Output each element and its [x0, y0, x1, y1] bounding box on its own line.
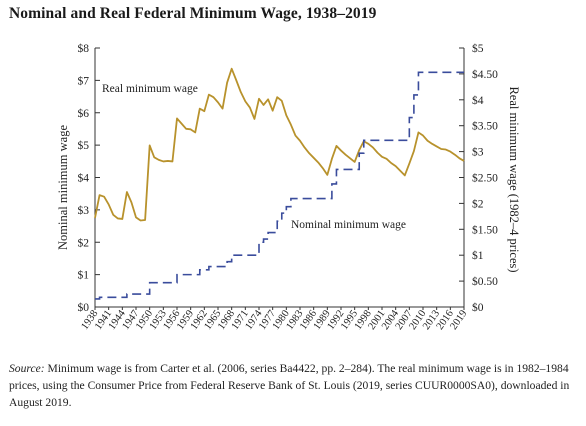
source-label: Source: [9, 362, 45, 375]
right-tick-label: $3 [472, 146, 484, 159]
right-tick-label: $1.50 [472, 223, 498, 236]
right-tick-label: $0.50 [472, 275, 498, 288]
left-tick-label: $8 [78, 42, 90, 55]
left-tick-label: $7 [78, 74, 90, 87]
source-text: Minimum wage is from Carter et al. (2006… [9, 362, 570, 409]
source-note: Source: Minimum wage is from Carter et a… [9, 360, 577, 411]
left-tick-label: $0 [78, 301, 90, 314]
real-wage-line [94, 67, 465, 222]
right-tick-label: $2 [472, 197, 484, 210]
left-axis-title: Nominal minimum wage [56, 125, 70, 250]
nominal-wage-annotation: Nominal minimum wage [291, 219, 406, 231]
left-tick-label: $2 [78, 236, 90, 249]
left-tick-label: $6 [78, 107, 90, 120]
dual-axis-line-chart: $0 $1 $2 $3 $4 $5 $6 $7 $8 $0 $0.50 $1 $1.50 $2 $2.50 $… [56, 42, 521, 332]
right-tick-label: $5 [472, 42, 484, 55]
right-tick-label: $4 [472, 94, 484, 107]
nominal-wage-line [95, 71, 464, 300]
right-axis-title: Real minimum wage (1982–4 prices) [507, 86, 521, 272]
right-tick-label: $3.50 [472, 120, 498, 133]
right-tick-label: $2.50 [472, 172, 498, 185]
right-tick-label: $4.50 [472, 68, 498, 81]
real-wage-annotation: Real minimum wage [102, 83, 198, 95]
left-tick-label: $5 [78, 139, 90, 152]
right-tick-label: $0 [472, 301, 484, 314]
left-tick-label: $3 [78, 204, 90, 217]
chart-title: Nominal and Real Federal Minimum Wage, 1… [9, 5, 377, 22]
left-tick-label: $4 [78, 172, 90, 185]
left-tick-label: $1 [78, 269, 90, 282]
right-tick-label: $1 [472, 249, 484, 262]
